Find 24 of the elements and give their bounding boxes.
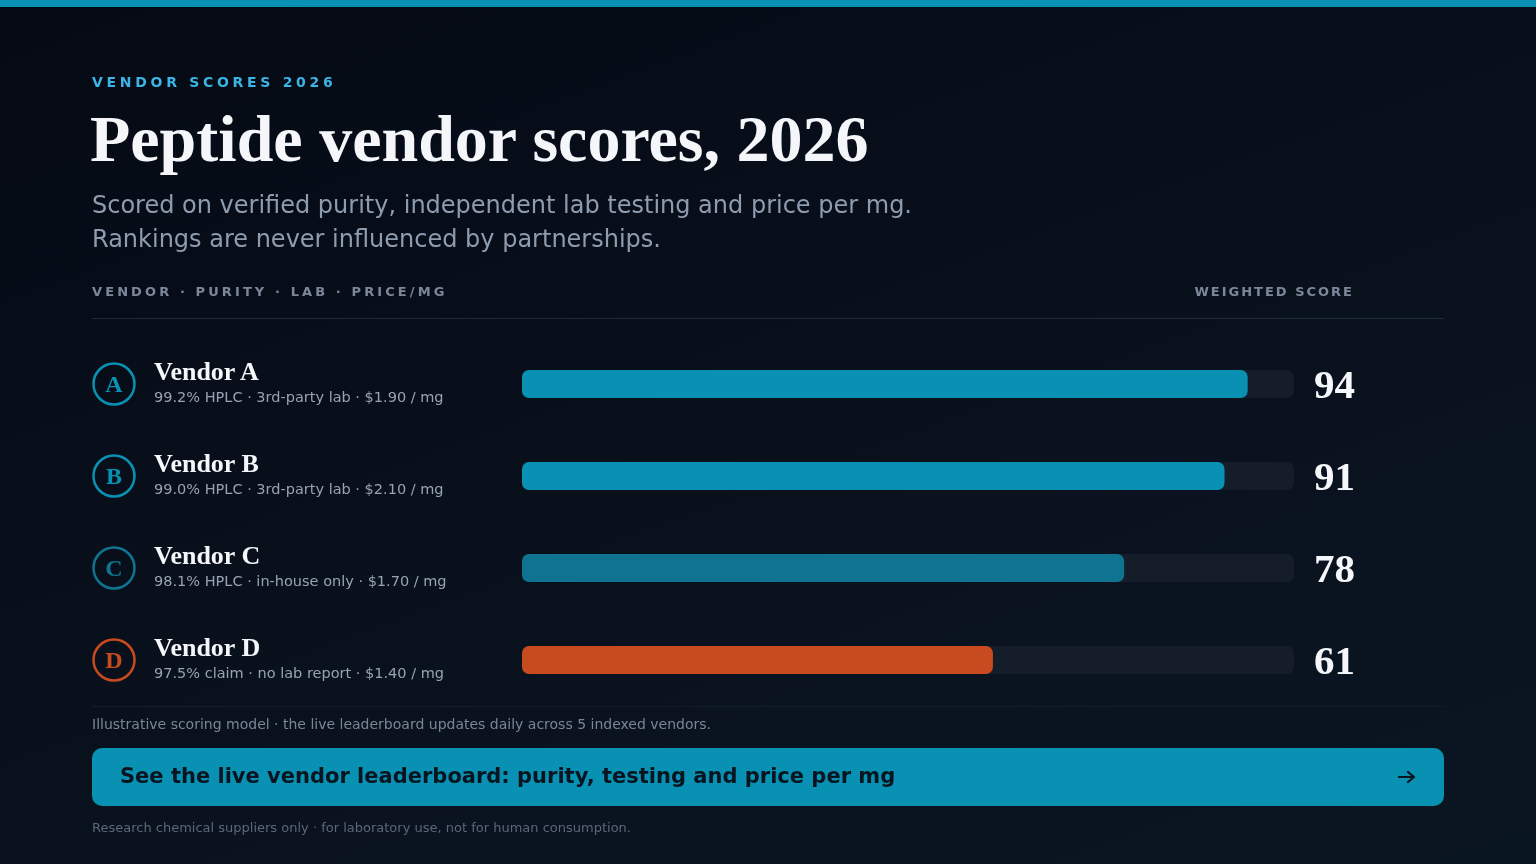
y-axis-title: VENDOR · PURITY · LAB · PRICE/MG [92, 284, 448, 299]
text: Research chemical suppliers only · for laboratory use, not for human consumption. [92, 820, 631, 835]
text: 99.2% HPLC · 3rd-party lab · $1.90 / mg [154, 389, 444, 405]
x-axis-title: WEIGHTED SCORE [1194, 284, 1354, 299]
text: 97.5% claim · no lab report · $1.40 / mg [154, 665, 444, 681]
badge-icon: A [92, 362, 136, 406]
badge-icon: B [92, 454, 136, 498]
data-label: 78 [1314, 545, 1355, 591]
y-tick-label: Vendor C [154, 541, 261, 570]
button: See the live vendor leaderboard: purity, testing and price per mg [92, 748, 1444, 806]
y-tick-label: Vendor B [154, 449, 259, 478]
y-tick-label: Vendor D [154, 633, 261, 662]
text: Illustrative scoring model · the live leaderboard updates daily across 5 indexed vendors. [92, 716, 712, 732]
badge-icon: C [92, 546, 136, 590]
y-tick-label: Vendor A [154, 357, 259, 386]
data-label: 91 [1314, 453, 1355, 499]
text: 98.1% HPLC · in-house only · $1.70 / mg [154, 573, 447, 589]
badge-icon: D [92, 638, 136, 682]
chart-title: Peptide vendor scores, 2026 [90, 102, 869, 175]
data-label: 61 [1314, 637, 1355, 683]
text: VENDOR SCORES 2026 [92, 74, 337, 90]
data-label: 94 [1314, 361, 1355, 407]
text: 99.0% HPLC · 3rd-party lab · $2.10 / mg [154, 481, 444, 497]
chart-subtitle: Scored on verified purity, independent lab testing and price per mg. Rankings are never influenced by partnerships. [92, 190, 913, 255]
